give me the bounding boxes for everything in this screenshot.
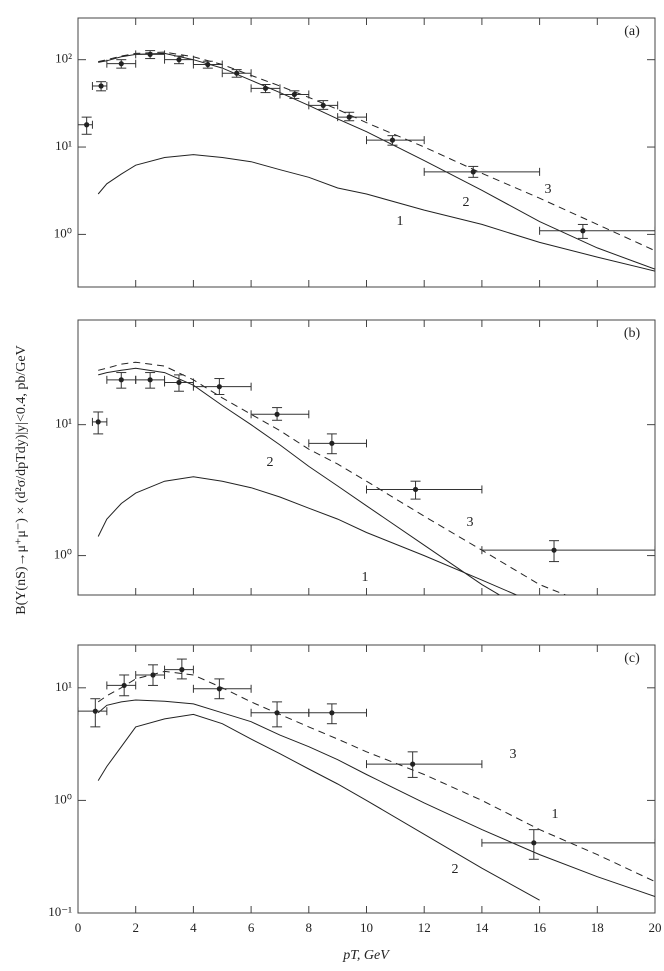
data-point	[95, 419, 101, 425]
x-tick-label: 2	[132, 920, 139, 935]
data-point	[346, 114, 352, 120]
y-tick-label: 10²	[55, 51, 72, 66]
data-point	[410, 761, 416, 767]
data-point	[234, 70, 240, 76]
curve	[98, 367, 501, 595]
curve	[98, 361, 567, 595]
data-point	[118, 377, 124, 383]
data-point	[274, 710, 280, 716]
y-tick-label: 10⁰	[54, 547, 72, 562]
curve-label: 2	[452, 862, 459, 877]
x-tick-label: 14	[475, 920, 489, 935]
plot-frame	[77, 644, 656, 914]
data-point	[470, 169, 476, 175]
y-tick-label: 10⁰	[54, 225, 72, 240]
data-point	[150, 672, 156, 678]
data-point	[389, 137, 396, 143]
x-tick-label: 10	[360, 920, 373, 935]
data-point	[291, 91, 297, 98]
x-axis-label: pT, GeV	[342, 948, 390, 963]
curve	[98, 52, 655, 270]
x-tick-label: 4	[190, 920, 197, 935]
data-point	[262, 85, 269, 91]
curve-label: 1	[362, 570, 369, 585]
panel-label: (a)	[624, 24, 640, 39]
data-point	[118, 61, 124, 67]
plot-frame	[77, 319, 656, 596]
plot-area	[78, 50, 655, 272]
panel-label: (b)	[624, 326, 641, 341]
curve	[97, 476, 518, 595]
plot-area	[91, 361, 655, 595]
curve	[97, 713, 540, 901]
data-point	[98, 83, 104, 89]
y-tick-label: 10⁻¹	[48, 904, 72, 919]
curve	[98, 51, 655, 252]
x-tick-label: 12	[418, 920, 431, 935]
x-tick-label: 20	[649, 920, 662, 935]
y-tick-label: 10¹	[55, 416, 72, 431]
x-tick-label: 8	[306, 920, 313, 935]
data-point	[531, 840, 537, 846]
panel-label: (c)	[624, 651, 640, 666]
data-point	[329, 440, 335, 446]
curve-label: 2	[463, 195, 470, 210]
y-axis-label: B(Υ(nS)→μ⁺μ⁻) × (d²σ/dpTdy)|y|<0.4, pb/G…	[14, 345, 29, 614]
curve-label: 3	[467, 515, 474, 530]
plot-area	[78, 658, 655, 901]
y-tick-label: 10¹	[55, 679, 72, 694]
data-point	[121, 682, 127, 689]
curve	[97, 670, 655, 883]
data-point	[329, 710, 335, 716]
y-tick-label: 10¹	[55, 138, 72, 153]
curve-label: 2	[267, 455, 274, 470]
curve-label: 3	[510, 747, 517, 762]
curve	[97, 154, 655, 272]
data-point	[320, 102, 326, 108]
data-point	[92, 708, 98, 714]
data-point	[274, 411, 280, 417]
curve	[97, 699, 655, 897]
curve-label: 1	[397, 214, 404, 229]
data-point	[205, 61, 211, 68]
data-point	[176, 57, 182, 63]
data-point	[216, 384, 222, 390]
x-tick-label: 6	[248, 920, 255, 935]
data-point	[147, 377, 153, 383]
x-tick-label: 0	[75, 920, 82, 935]
data-point	[147, 51, 153, 57]
x-tick-label: 18	[591, 920, 604, 935]
y-tick-label: 10⁰	[54, 791, 72, 806]
curve-label: 1	[552, 807, 559, 822]
curve-label: 3	[545, 182, 552, 197]
data-point	[216, 686, 222, 692]
data-point	[176, 379, 182, 386]
data-point	[412, 486, 419, 493]
data-point	[84, 122, 90, 128]
x-tick-label: 16	[533, 920, 547, 935]
data-point	[551, 547, 557, 553]
data-point	[179, 667, 185, 673]
data-point	[580, 228, 586, 234]
